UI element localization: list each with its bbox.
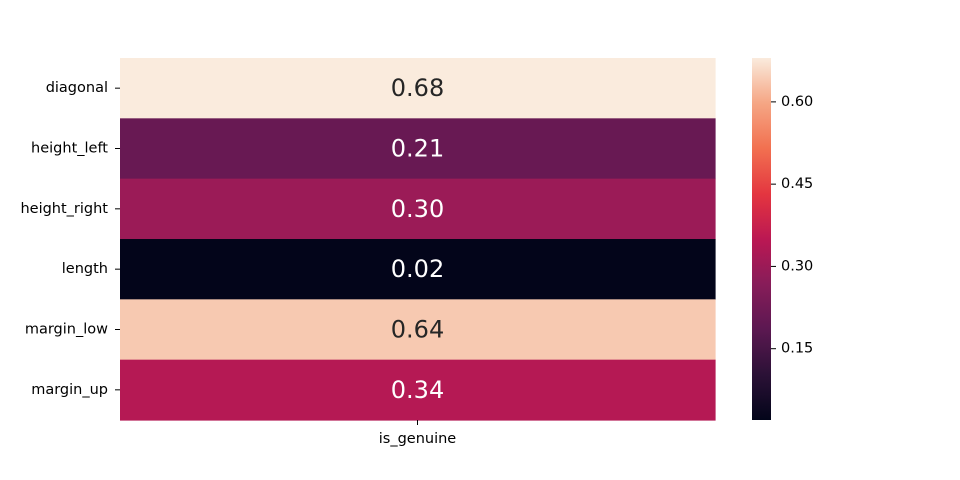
y-tick-label: height_right — [20, 201, 108, 217]
heatmap-cells — [120, 58, 716, 421]
heatmap-cell — [120, 58, 716, 119]
cell-annotation: 0.02 — [391, 255, 444, 283]
colorbar: 0.15 0.30 0.45 0.60 — [752, 58, 813, 420]
colorbar-tick-label: 0.60 — [781, 94, 813, 110]
cell-annotation: 0.64 — [391, 316, 444, 344]
y-tick-label: margin_low — [25, 322, 108, 338]
colorbar-tick-label: 0.15 — [781, 341, 813, 357]
x-tick-label: is_genuine — [379, 431, 457, 447]
x-axis: is_genuine — [379, 420, 457, 447]
colorbar-tick-label: 0.45 — [781, 176, 813, 192]
cell-annotation: 0.30 — [391, 195, 444, 223]
colorbar-ticks: 0.15 0.30 0.45 0.60 — [771, 94, 813, 357]
cell-annotation: 0.21 — [391, 135, 444, 163]
cell-annotation: 0.68 — [391, 74, 444, 102]
y-tick-label: length — [62, 261, 108, 277]
heatmap-cell — [120, 118, 716, 180]
heatmap-cell — [120, 178, 716, 240]
y-tick-label: margin_up — [31, 382, 108, 398]
colorbar-bar — [752, 58, 771, 420]
cell-annotations: 0.68 0.21 0.30 0.02 0.64 0.34 — [391, 74, 444, 404]
colorbar-tick-label: 0.30 — [781, 258, 813, 274]
y-tick-label: diagonal — [46, 80, 108, 96]
cell-annotation: 0.34 — [391, 376, 444, 404]
heatmap-cell — [120, 359, 716, 421]
heatmap-cell — [120, 299, 716, 361]
y-tick-label: height_left — [31, 141, 108, 157]
heatmap-cell — [120, 239, 716, 300]
